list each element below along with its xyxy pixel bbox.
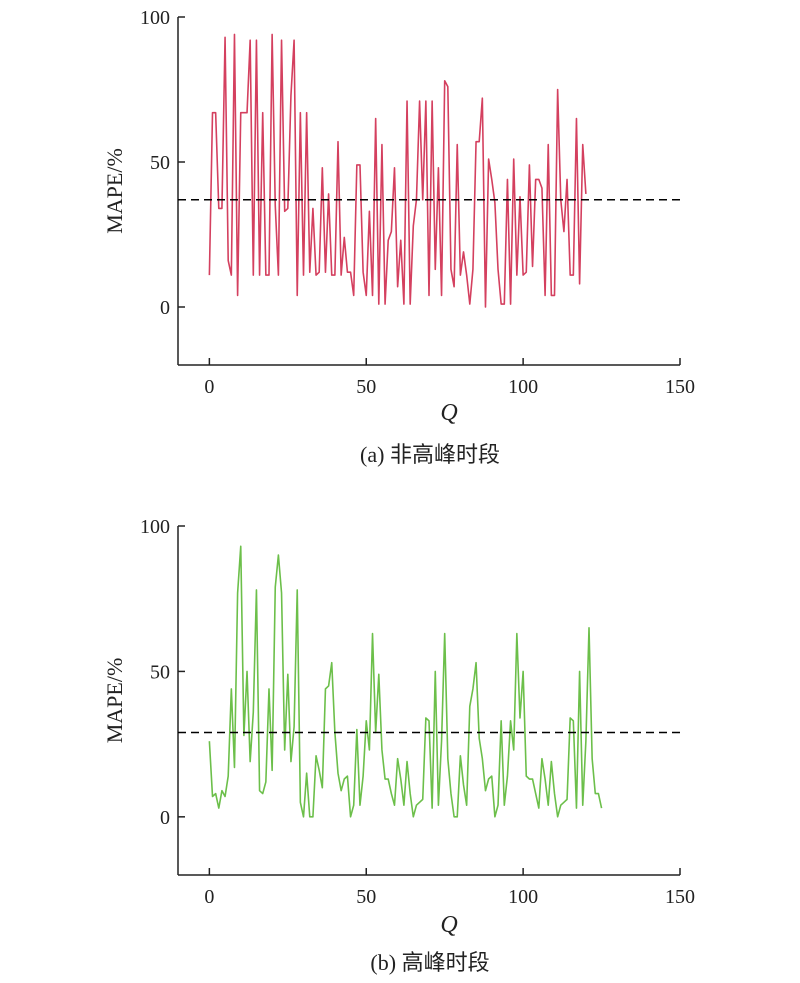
x-axis-title: Q <box>440 912 457 938</box>
series-line-0 <box>208 33 587 308</box>
y-axis-title: MAPE/% <box>102 148 127 234</box>
y-tick-label: 50 <box>150 661 170 683</box>
series-line-0 <box>208 545 603 818</box>
y-tick-label: 100 <box>140 7 170 29</box>
x-tick-label: 50 <box>356 886 376 908</box>
chart-panel-0: 0 50 100 0 50 100 150 MAPE/% Q (a) 非高峰时段 <box>102 7 695 467</box>
x-tick-label: 0 <box>204 376 214 398</box>
y-axis-title: MAPE/% <box>102 658 127 744</box>
x-tick-label: 150 <box>665 886 695 908</box>
y-tick-label: 0 <box>160 297 170 319</box>
x-tick-label: 100 <box>508 886 538 908</box>
y-tick-label: 0 <box>160 807 170 829</box>
x-tick-label: 150 <box>665 376 695 398</box>
y-tick-label: 50 <box>150 152 170 174</box>
x-tick-label: 100 <box>508 376 538 398</box>
x-tick-label: 0 <box>204 886 214 908</box>
x-axis-title: Q <box>440 400 457 426</box>
y-tick-label: 100 <box>140 516 170 538</box>
x-tick-label: 50 <box>356 376 376 398</box>
panel-caption: (b) 高峰时段 <box>370 950 489 975</box>
chart-panel-1: 0 50 100 0 50 100 150 MAPE/% Q (b) 高峰时段 <box>102 516 695 975</box>
panel-caption: (a) 非高峰时段 <box>360 442 500 467</box>
